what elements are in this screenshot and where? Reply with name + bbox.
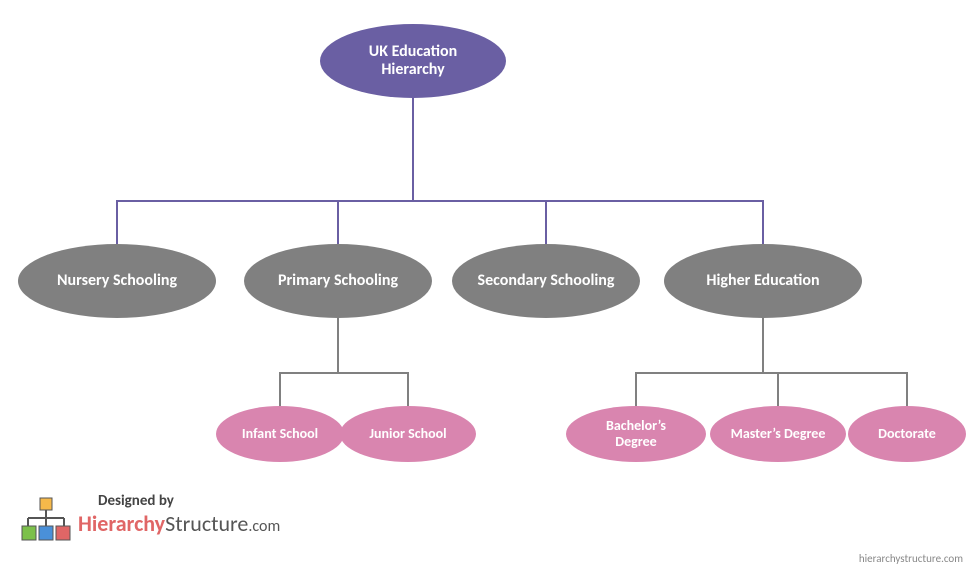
connector (407, 372, 409, 406)
connector (337, 200, 339, 244)
logo-icon (20, 496, 72, 546)
node-primary: Primary Schooling (244, 244, 432, 318)
node-nursery: Nursery Schooling (18, 244, 216, 318)
node-root: UK Education Hierarchy (320, 24, 506, 98)
footer-link: hierarchystructure.com (859, 552, 963, 565)
node-master: Master’s Degree (710, 406, 846, 462)
connector (545, 200, 547, 244)
node-label: UK Education Hierarchy (338, 43, 488, 80)
node-label: Master’s Degree (731, 426, 826, 442)
connector (762, 200, 764, 244)
node-infant: Infant School (216, 406, 344, 462)
connector (116, 200, 764, 202)
connector (906, 372, 908, 406)
node-label: Secondary Schooling (478, 272, 615, 290)
connector (777, 372, 779, 406)
connector (279, 372, 409, 374)
brand-tld: .com (248, 517, 280, 536)
connector (635, 372, 637, 406)
node-secondary: Secondary Schooling (452, 244, 640, 318)
node-label: Nursery Schooling (57, 272, 177, 290)
node-higher: Higher Education (664, 244, 862, 318)
connector (279, 372, 281, 406)
node-label: Primary Schooling (278, 272, 398, 290)
node-label: Bachelor’s Degree (584, 418, 688, 450)
brand-name: HierarchyStructure.com (78, 510, 280, 537)
connector (635, 372, 908, 374)
logo-block: Designed by HierarchyStructure.com (20, 490, 300, 554)
node-bachelor: Bachelor’s Degree (566, 406, 706, 462)
node-junior: Junior School (340, 406, 476, 462)
node-label: Doctorate (878, 426, 936, 442)
connector (116, 200, 118, 244)
node-label: Higher Education (706, 272, 819, 290)
node-label: Infant School (242, 426, 318, 442)
connector (337, 318, 339, 372)
diagram-canvas: UK Education Hierarchy Nursery Schooling… (0, 0, 971, 571)
node-label: Junior School (369, 426, 446, 442)
brand-secondary: Structure (165, 510, 248, 537)
node-doctorate: Doctorate (848, 406, 966, 462)
brand-primary: Hierarchy (78, 510, 165, 537)
designed-by-label: Designed by (98, 492, 174, 510)
connector (412, 98, 414, 200)
connector (762, 318, 764, 372)
